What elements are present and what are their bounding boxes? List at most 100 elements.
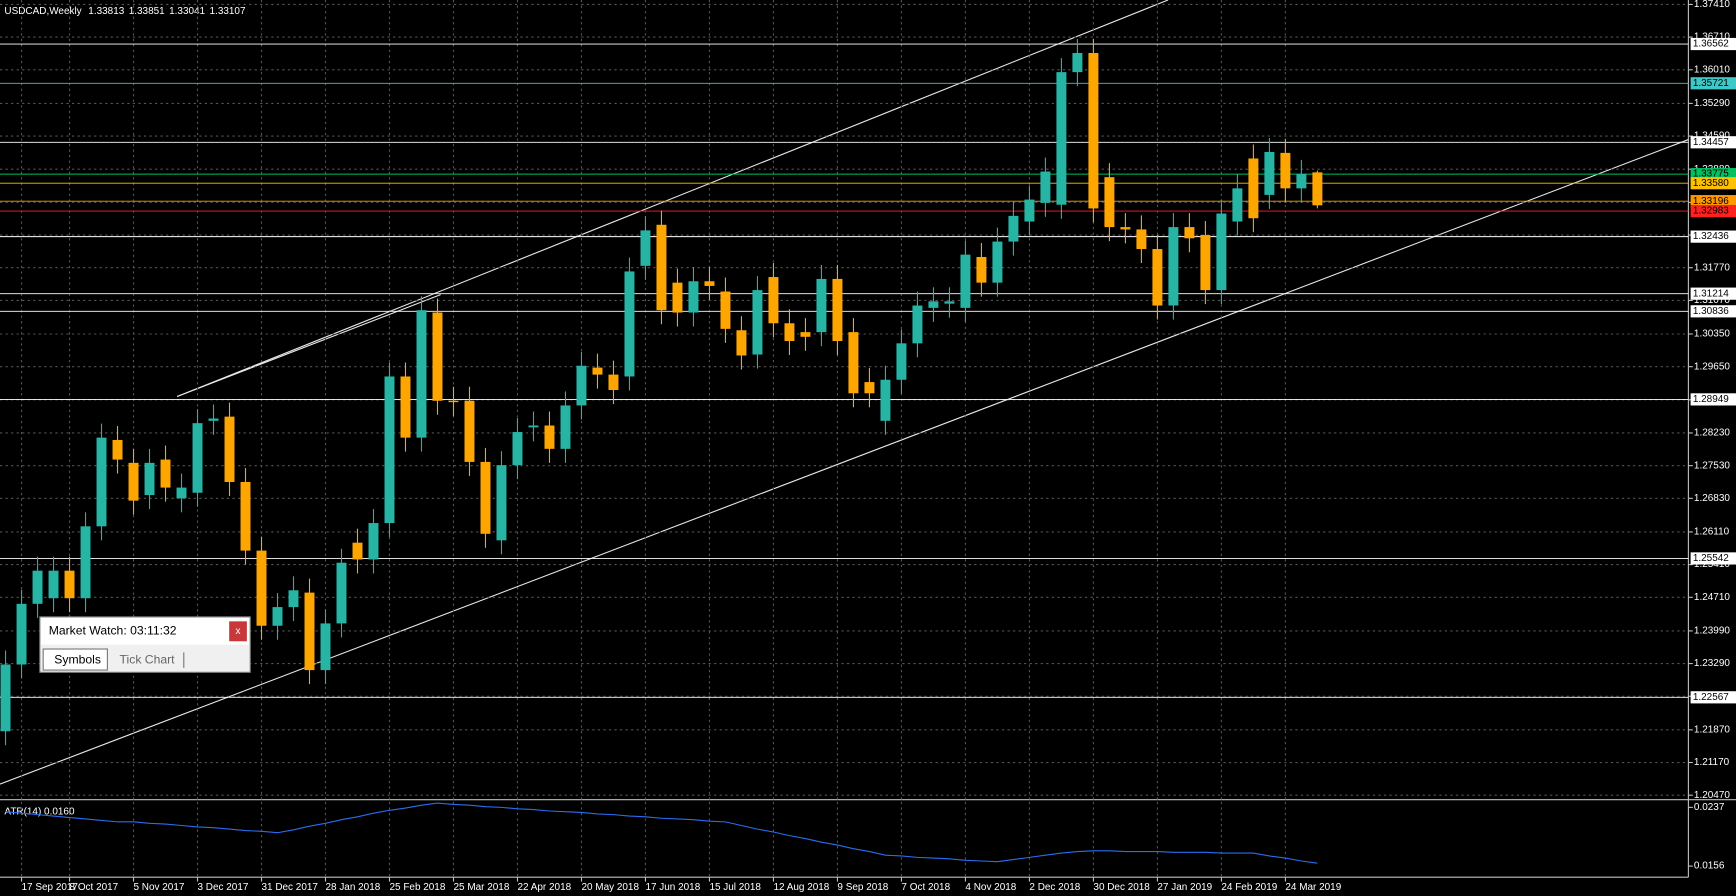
candle-body — [224, 416, 235, 482]
price-level-box — [1690, 230, 1736, 243]
price-level-label: 1.34457 — [1693, 137, 1729, 148]
y-tick-label: 1.20470 — [1694, 790, 1730, 801]
price-level-label: 1.35721 — [1693, 78, 1729, 89]
price-level-box — [1690, 691, 1736, 704]
candle-body — [800, 332, 811, 337]
candle-body — [1120, 227, 1131, 230]
candle-body — [1296, 173, 1307, 189]
candle-body — [848, 332, 859, 394]
price-level-box — [1690, 393, 1736, 406]
y-tick-label: 0.0237 — [1694, 802, 1725, 813]
y-tick-label: 1.37410 — [1694, 0, 1730, 10]
y-tick-label: 1.30350 — [1694, 329, 1730, 340]
candle-body — [544, 425, 555, 449]
candle-body — [1184, 227, 1195, 239]
x-tick-label: 5 Nov 2017 — [134, 882, 185, 893]
candle-body — [144, 462, 155, 496]
candle-body — [480, 461, 491, 534]
candle-body — [160, 459, 171, 488]
candle-body — [1152, 249, 1163, 306]
candle-body — [560, 405, 571, 449]
candle-body — [384, 376, 395, 524]
candle-body — [528, 425, 539, 428]
y-tick-label: 1.26830 — [1694, 493, 1730, 504]
candle-body — [400, 376, 411, 438]
y-tick-label: 1.36710 — [1694, 32, 1730, 43]
x-tick-label: 28 Jan 2018 — [326, 882, 381, 893]
price-level-label: 1.25542 — [1693, 553, 1729, 564]
candle-body — [672, 282, 683, 313]
candle-body — [304, 592, 315, 671]
window-header — [40, 618, 250, 645]
x-tick-label: 4 Nov 2018 — [965, 882, 1016, 893]
last-close: 1.33107 — [210, 6, 246, 17]
price-level-label: 1.22567 — [1693, 692, 1729, 703]
tab-label[interactable]: Symbols — [54, 652, 101, 666]
x-tick-label: 17 Sep 2017 — [22, 882, 79, 893]
price-level-label: 1.32983 — [1693, 206, 1729, 217]
candle-body — [320, 623, 331, 671]
y-tick-label: 1.23990 — [1694, 626, 1730, 637]
candle-body — [464, 400, 475, 462]
y-tick-label: 1.23290 — [1694, 658, 1730, 669]
candle-body — [640, 230, 651, 266]
price-level-box — [1690, 552, 1736, 565]
candle-body — [832, 278, 843, 342]
candle-body — [512, 432, 523, 466]
y-tick-label: 1.36010 — [1694, 64, 1730, 75]
last-open: 1.33813 — [88, 6, 124, 17]
candle-body — [1248, 158, 1259, 219]
market-watch-window[interactable]: Market Watch: 03:11:32 x Symbols Tick Ch… — [39, 616, 251, 673]
candle-body — [368, 523, 379, 560]
x-tick-label: 8 Oct 2017 — [70, 882, 119, 893]
trend-line — [176, 0, 1169, 398]
candle-body — [352, 542, 363, 560]
candle-body — [1280, 152, 1291, 189]
price-level-box — [1690, 305, 1736, 318]
price-level-box — [1690, 77, 1736, 90]
candle-body — [1232, 188, 1243, 222]
x-tick-label: 12 Aug 2018 — [773, 882, 829, 893]
candle-body — [176, 487, 187, 499]
y-tick-label: 1.35290 — [1694, 98, 1730, 109]
candle-body — [736, 330, 747, 356]
x-tick-label: 25 Feb 2018 — [389, 882, 445, 893]
y-tick-label: 1.28230 — [1694, 428, 1730, 439]
last-high: 1.33851 — [129, 6, 165, 17]
candle-body — [576, 365, 587, 406]
close-button[interactable] — [229, 621, 247, 642]
price-level-label: 1.30836 — [1693, 306, 1729, 317]
candle-body — [1200, 235, 1211, 291]
candle-body — [1056, 72, 1067, 205]
tab-active[interactable] — [42, 648, 108, 671]
candle-body — [688, 281, 699, 313]
candle-body — [1040, 171, 1051, 203]
y-tick-label: 1.21870 — [1694, 724, 1730, 735]
candle-body — [1072, 52, 1083, 73]
y-tick-label: 1.27530 — [1694, 460, 1730, 471]
x-tick-label: 30 Dec 2018 — [1093, 882, 1150, 893]
price-level-label: 1.33196 — [1693, 196, 1729, 207]
y-tick-label: 1.31770 — [1694, 262, 1730, 273]
candle-body — [1024, 199, 1035, 222]
candle-body — [1168, 227, 1179, 306]
tab-label[interactable]: Tick Chart — [120, 652, 176, 666]
candle-body — [496, 465, 507, 541]
candle-body — [896, 343, 907, 380]
candle-body — [96, 437, 107, 527]
candle-body — [128, 462, 139, 501]
close-label[interactable]: x — [236, 626, 241, 637]
candle-body — [608, 374, 619, 391]
price-level-label: 1.31214 — [1693, 288, 1729, 299]
y-tick-label: 1.25410 — [1694, 559, 1730, 570]
candle-body — [1264, 151, 1275, 195]
candle-body — [880, 379, 891, 421]
x-tick-label: 9 Sep 2018 — [837, 882, 888, 893]
candle-body — [192, 423, 203, 493]
x-tick-label: 7 Oct 2018 — [901, 882, 950, 893]
x-tick-label: 3 Dec 2017 — [198, 882, 249, 893]
price-level-box — [1690, 204, 1736, 218]
candle-body — [240, 481, 251, 551]
